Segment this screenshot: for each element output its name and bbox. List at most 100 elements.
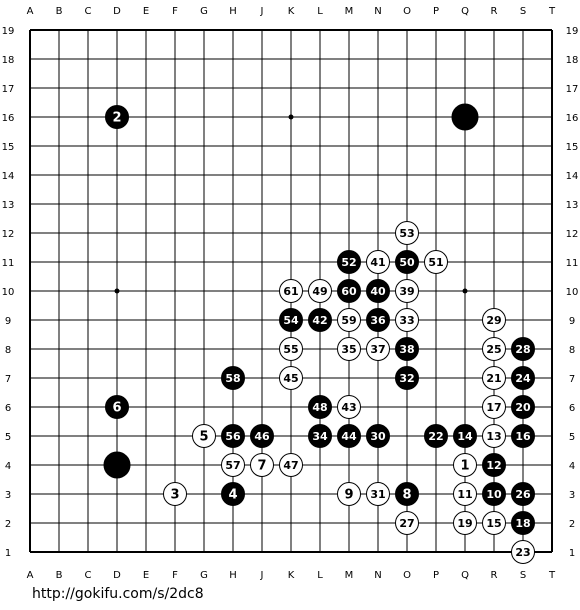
black-stone[interactable]: 16 bbox=[511, 424, 535, 448]
white-stone[interactable]: 29 bbox=[482, 308, 506, 332]
white-stone[interactable]: 23 bbox=[511, 540, 535, 564]
row-label: 7 bbox=[5, 374, 11, 385]
move-number: 28 bbox=[515, 343, 530, 356]
black-stone[interactable]: 60 bbox=[337, 279, 361, 303]
move-number: 3 bbox=[170, 488, 179, 503]
black-stone[interactable]: 42 bbox=[308, 308, 332, 332]
move-number: 4 bbox=[228, 488, 237, 503]
white-stone[interactable]: 57 bbox=[221, 453, 245, 477]
row-label: 15 bbox=[566, 142, 579, 153]
black-stone[interactable]: 4 bbox=[221, 482, 245, 506]
row-label: 10 bbox=[566, 287, 579, 298]
row-label: 1 bbox=[569, 548, 575, 559]
board-coordinates: AABBCCDDEEFFGGHHJJKKLLMMNNOOPPQQRRSSTT19… bbox=[2, 6, 579, 580]
move-number: 12 bbox=[486, 459, 501, 472]
white-stone[interactable]: 27 bbox=[395, 511, 419, 535]
column-label: R bbox=[491, 6, 498, 17]
white-stone[interactable]: 59 bbox=[337, 308, 361, 332]
white-stone[interactable]: 43 bbox=[337, 395, 361, 419]
white-stone[interactable]: 51 bbox=[424, 250, 448, 274]
white-stone[interactable]: 21 bbox=[482, 366, 506, 390]
black-stone[interactable]: 18 bbox=[511, 511, 535, 535]
black-stone[interactable]: 44 bbox=[337, 424, 361, 448]
black-stone[interactable]: 52 bbox=[337, 250, 361, 274]
white-stone[interactable]: 35 bbox=[337, 337, 361, 361]
white-stone[interactable]: 41 bbox=[366, 250, 390, 274]
black-stone[interactable]: 46 bbox=[250, 424, 274, 448]
row-label: 18 bbox=[2, 55, 15, 66]
stone-disc bbox=[221, 453, 245, 477]
stone-disc bbox=[482, 366, 506, 390]
stone-disc bbox=[395, 482, 419, 506]
black-stone[interactable]: 22 bbox=[424, 424, 448, 448]
black-stone[interactable]: 48 bbox=[308, 395, 332, 419]
white-stone[interactable]: 37 bbox=[366, 337, 390, 361]
black-stone[interactable]: 28 bbox=[511, 337, 535, 361]
column-label: N bbox=[374, 570, 381, 580]
black-stone[interactable]: 58 bbox=[221, 366, 245, 390]
black-stone[interactable]: 26 bbox=[511, 482, 535, 506]
black-stone[interactable]: 32 bbox=[395, 366, 419, 390]
move-number: 21 bbox=[486, 372, 501, 385]
white-stone[interactable]: 13 bbox=[482, 424, 506, 448]
white-stone[interactable]: 9 bbox=[337, 482, 361, 506]
stone-disc bbox=[221, 482, 245, 506]
move-number: 30 bbox=[370, 430, 386, 443]
black-stone[interactable]: 38 bbox=[395, 337, 419, 361]
white-stone[interactable]: 7 bbox=[250, 453, 274, 477]
black-stone[interactable]: 2 bbox=[105, 105, 129, 129]
column-label: K bbox=[288, 6, 295, 17]
black-stone[interactable]: 24 bbox=[511, 366, 535, 390]
move-number: 58 bbox=[225, 372, 240, 385]
row-label: 12 bbox=[2, 229, 15, 240]
black-stone[interactable]: 54 bbox=[279, 308, 303, 332]
white-stone[interactable]: 17 bbox=[482, 395, 506, 419]
white-stone[interactable]: 49 bbox=[308, 279, 332, 303]
white-stone[interactable]: 1 bbox=[453, 453, 477, 477]
white-stone[interactable]: 39 bbox=[395, 279, 419, 303]
white-stone[interactable]: 15 bbox=[482, 511, 506, 535]
white-stone[interactable]: 19 bbox=[453, 511, 477, 535]
move-number: 45 bbox=[283, 372, 298, 385]
black-stone[interactable]: 8 bbox=[395, 482, 419, 506]
black-stone[interactable] bbox=[103, 451, 131, 479]
stone-disc bbox=[395, 279, 419, 303]
column-label: B bbox=[56, 6, 63, 17]
black-stone[interactable]: 40 bbox=[366, 279, 390, 303]
source-url[interactable]: http://gokifu.com/s/2dc8 bbox=[32, 586, 204, 602]
stone-disc bbox=[424, 424, 448, 448]
white-stone[interactable]: 3 bbox=[163, 482, 187, 506]
stone-disc bbox=[395, 366, 419, 390]
black-stone[interactable]: 20 bbox=[511, 395, 535, 419]
white-stone[interactable]: 11 bbox=[453, 482, 477, 506]
stone-disc bbox=[511, 482, 535, 506]
white-stone[interactable]: 25 bbox=[482, 337, 506, 361]
white-stone[interactable]: 61 bbox=[279, 279, 303, 303]
black-stone[interactable]: 30 bbox=[366, 424, 390, 448]
stone-disc bbox=[308, 279, 332, 303]
move-number: 51 bbox=[428, 256, 443, 269]
stone-disc bbox=[395, 221, 419, 245]
white-stone[interactable]: 55 bbox=[279, 337, 303, 361]
black-stone[interactable]: 34 bbox=[308, 424, 332, 448]
stone-disc bbox=[105, 105, 129, 129]
white-stone[interactable]: 45 bbox=[279, 366, 303, 390]
white-stone[interactable]: 5 bbox=[192, 424, 216, 448]
move-number: 19 bbox=[457, 517, 472, 530]
black-stone[interactable]: 10 bbox=[482, 482, 506, 506]
black-stone[interactable]: 56 bbox=[221, 424, 245, 448]
white-stone[interactable]: 53 bbox=[395, 221, 419, 245]
stone-disc bbox=[395, 337, 419, 361]
move-number: 1 bbox=[460, 459, 469, 474]
white-stone[interactable]: 47 bbox=[279, 453, 303, 477]
black-stone[interactable]: 50 bbox=[395, 250, 419, 274]
black-stone[interactable]: 6 bbox=[105, 395, 129, 419]
white-stone[interactable]: 33 bbox=[395, 308, 419, 332]
black-stone[interactable]: 12 bbox=[482, 453, 506, 477]
black-stone[interactable]: 36 bbox=[366, 308, 390, 332]
black-stone[interactable] bbox=[451, 103, 479, 131]
column-label: Q bbox=[461, 570, 469, 580]
white-stone[interactable]: 31 bbox=[366, 482, 390, 506]
black-stone[interactable]: 14 bbox=[453, 424, 477, 448]
move-number: 61 bbox=[283, 285, 298, 298]
